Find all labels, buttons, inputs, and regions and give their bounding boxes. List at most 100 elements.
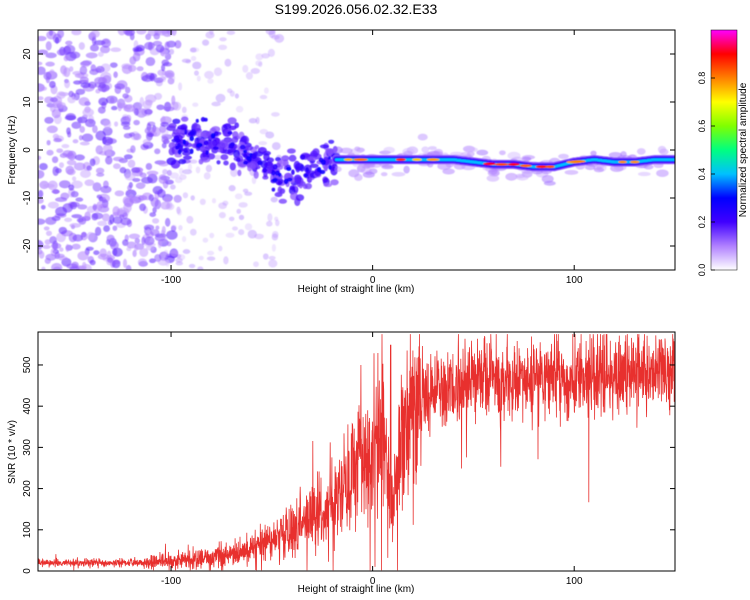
heatmap-cell [166, 241, 172, 247]
heatmap-cell [166, 230, 178, 240]
heatmap-cell [165, 260, 170, 267]
heatmap-cell [65, 244, 70, 252]
heatmap-cell [291, 169, 295, 175]
heatmap-cell [253, 261, 259, 268]
heatmap-cell [380, 172, 388, 177]
heatmap-cell [84, 118, 96, 128]
heatmap-cell [62, 150, 74, 158]
heatmap-cell [189, 47, 197, 53]
heatmap-cell [85, 52, 98, 59]
heatmap-cell [161, 136, 169, 144]
heatmap-cell [75, 197, 84, 202]
heatmap-cell [268, 259, 278, 268]
heatmap-cell [223, 256, 229, 265]
heatmap-cell [69, 51, 81, 59]
heatmap-cell [202, 237, 209, 243]
heatmap-cell [271, 142, 281, 151]
heatmap-cell [227, 117, 237, 125]
heatmap-cell [67, 95, 76, 104]
spectrogram-peak [545, 165, 555, 169]
x-tick-label: 100 [566, 576, 583, 587]
heatmap-cell [176, 254, 186, 261]
heatmap-cell [161, 64, 166, 72]
heatmap-cell [262, 175, 269, 180]
heatmap-cell [154, 254, 162, 262]
heatmap-cell [155, 225, 160, 230]
x-tick-label: -100 [161, 275, 181, 286]
heatmap-cell [204, 144, 215, 150]
heatmap-cell [267, 48, 275, 57]
heatmap-cell [78, 42, 85, 50]
heatmap-cell [66, 168, 76, 176]
heatmap-cell [133, 133, 142, 141]
spectrogram-x-axis-label: Height of straight line (km) [298, 284, 415, 295]
heatmap-cell [58, 102, 67, 109]
heatmap-cell [109, 62, 118, 68]
heatmap-cell [164, 41, 170, 51]
heatmap-cell [182, 192, 189, 199]
heatmap-cell [75, 88, 86, 95]
heatmap-cell [97, 83, 110, 93]
heatmap-cell [71, 214, 83, 219]
heatmap-cell [197, 266, 204, 270]
heatmap-cell [319, 144, 329, 149]
heatmap-cell [255, 53, 264, 61]
heatmap-cell [98, 203, 109, 209]
heatmap-cell [242, 153, 248, 158]
heatmap-cell [43, 71, 52, 81]
heatmap-cell [168, 48, 175, 55]
heatmap-cell [228, 143, 235, 149]
heatmap-cell [275, 219, 280, 227]
colorbar: 0.0 0.2 0.4 0.6 0.8 Normalized spectral ampl… [697, 29, 749, 276]
heatmap-cell [149, 229, 160, 236]
snr-panel: -100 0 100 0 100 200 300 400 500 Height of stra… [7, 331, 676, 595]
y-tick-label: 200 [22, 480, 33, 497]
heatmap-cell [122, 93, 129, 99]
heatmap-cell [255, 116, 260, 125]
heatmap-cell [88, 81, 97, 89]
heatmap-cell [271, 112, 280, 117]
heatmap-cell [286, 148, 296, 154]
heatmap-cell [168, 122, 177, 129]
heatmap-cell [177, 149, 182, 155]
heatmap-cell [80, 82, 91, 89]
heatmap-cell [66, 159, 77, 166]
heatmap-cell [131, 167, 141, 174]
snr-x-ticks: -100 0 100 [161, 332, 583, 587]
heatmap-cell [46, 149, 54, 156]
heatmap-cell [325, 148, 335, 155]
heatmap-cell [64, 79, 71, 89]
heatmap-cell [149, 258, 156, 264]
heatmap-cell [323, 182, 333, 188]
x-tick-label: 0 [370, 275, 376, 286]
heatmap-cell [317, 166, 322, 173]
heatmap-cell [637, 171, 651, 177]
spectrogram-heatmap [38, 30, 675, 270]
heatmap-cell [307, 156, 318, 161]
heatmap-cell [114, 190, 125, 197]
heatmap-cell [160, 121, 169, 127]
heatmap-cell [263, 152, 270, 162]
heatmap-cell [136, 66, 144, 72]
heatmap-cell [238, 214, 245, 221]
heatmap-cell [112, 225, 118, 231]
heatmap-cell [152, 206, 157, 214]
spectrogram-peak [630, 160, 640, 164]
spectrogram-peak [483, 162, 496, 166]
heatmap-cell [67, 131, 72, 138]
heatmap-cell [161, 225, 166, 235]
heatmap-cell [272, 163, 278, 170]
spectrogram-peak [519, 164, 532, 168]
heatmap-cell [59, 180, 71, 189]
heatmap-cell [110, 47, 122, 52]
heatmap-cell [207, 250, 215, 256]
heatmap-cell [266, 220, 273, 227]
heatmap-cell [38, 239, 44, 250]
heatmap-cell [46, 125, 58, 134]
colorbar-tick-label: 0.6 [697, 120, 707, 133]
heatmap-cell [334, 166, 342, 173]
heatmap-cell [207, 78, 214, 84]
heatmap-cell [57, 30, 65, 39]
heatmap-cell [38, 190, 44, 198]
heatmap-cell [178, 158, 187, 165]
